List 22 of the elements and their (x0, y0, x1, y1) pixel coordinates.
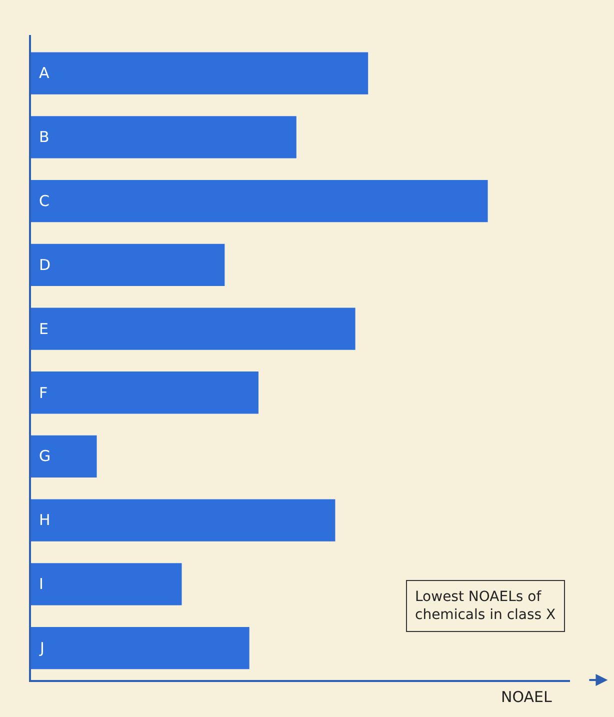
bar (31, 563, 182, 606)
y-tick-label: D (39, 256, 51, 274)
bar (31, 52, 368, 94)
y-tick-label: C (39, 192, 50, 210)
bar (31, 499, 336, 542)
bar (31, 308, 356, 350)
y-tick-label: E (39, 320, 48, 338)
bar (31, 627, 250, 670)
y-tick-label: A (39, 64, 50, 82)
bar (31, 435, 97, 478)
y-tick-label: F (39, 384, 48, 402)
y-tick-label: I (39, 575, 44, 593)
bar (31, 180, 488, 222)
bar (31, 372, 258, 414)
annotation: Lowest NOAELs of chemicals in class X (415, 589, 556, 624)
y-tick-label: J (39, 639, 44, 657)
y-tick-label: G (39, 447, 51, 465)
bar (31, 244, 225, 286)
y-tick-label: H (39, 511, 50, 529)
bar (31, 116, 296, 158)
y-tick-label: B (39, 128, 50, 146)
x-axis-title: NOAEL (501, 688, 552, 706)
